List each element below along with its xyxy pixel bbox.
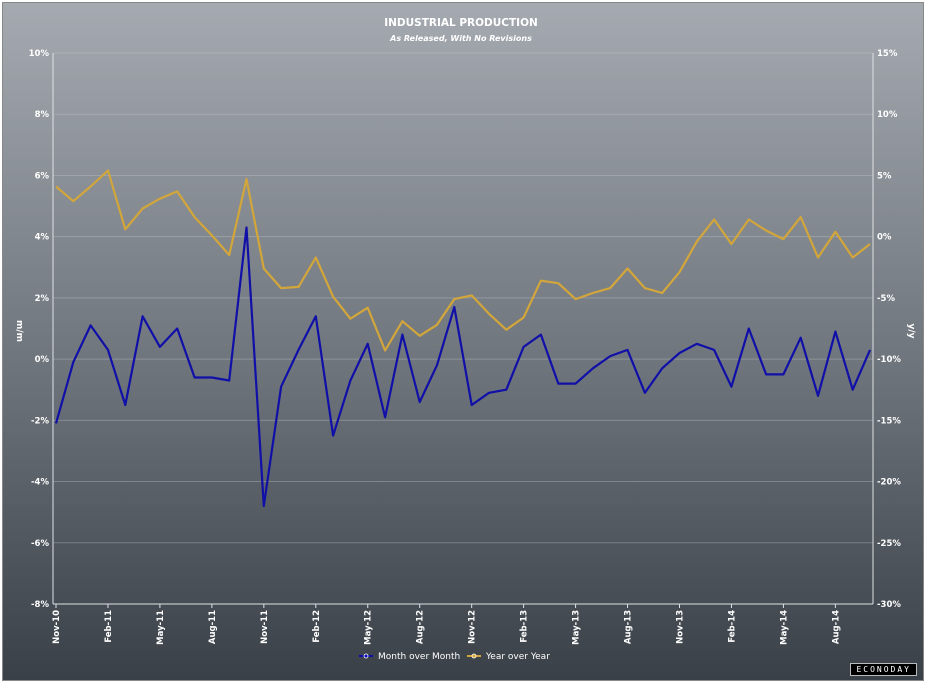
y-tick-right: 0%	[877, 233, 892, 243]
y-tick-right: -10%	[877, 355, 901, 365]
x-tick-label: May-12	[364, 610, 374, 645]
y-tick-right: -30%	[877, 600, 901, 610]
y-tick-right: -5%	[877, 294, 895, 304]
axes: 10% 15% 8% 10% 6% 5% 4% 0% 2% -5% 0% -10% -2% -15% -4%…	[29, 49, 902, 645]
x-tick-label: Nov-10	[52, 610, 62, 644]
x-tick-label: Feb-12	[312, 610, 322, 643]
series-lines	[54, 169, 872, 508]
legend-mom-marker	[363, 653, 369, 659]
y-tick-left: 0%	[35, 355, 50, 365]
y-tick-left: -2%	[31, 416, 49, 426]
x-tick-label: Aug-12	[416, 610, 426, 644]
y-tick-left: 4%	[35, 233, 50, 243]
chart-subtitle: As Released, With No Revisions	[389, 34, 532, 43]
industrial-production-chart: INDUSTRIAL PRODUCTION As Released, With …	[3, 3, 923, 680]
x-tick-label: Aug-13	[624, 610, 634, 644]
y-tick-left: 10%	[29, 49, 50, 59]
y-tick-right: 5%	[877, 171, 892, 181]
series-line-year-over-year	[55, 169, 871, 352]
right-axis-label: y/y	[906, 323, 916, 338]
legend-yoy-marker	[471, 653, 477, 659]
y-tick-right: -15%	[877, 416, 901, 426]
x-tick-label: Nov-11	[260, 610, 270, 644]
legend: Month over Month Year over Year	[359, 652, 550, 662]
y-tick-right: 10%	[877, 110, 898, 120]
x-tick-label: Feb-14	[727, 610, 737, 643]
y-tick-left: -8%	[31, 600, 49, 610]
y-tick-left: 8%	[35, 110, 50, 120]
x-tick-label: Nov-12	[468, 610, 478, 644]
y-tick-left: -4%	[31, 478, 49, 488]
legend-yoy-label: Year over Year	[485, 652, 550, 662]
chart-background	[3, 3, 923, 680]
legend-mom-label: Month over Month	[378, 652, 460, 662]
series-line-month-over-month	[54, 226, 872, 508]
y-tick-right: -20%	[877, 478, 901, 488]
x-tick-label: Aug-11	[208, 610, 218, 644]
legend-item-yoy: Year over Year	[467, 652, 550, 662]
econoday-logo: ECONODAY	[850, 663, 917, 676]
x-tick-label: Feb-13	[520, 610, 530, 643]
legend-item-mom: Month over Month	[359, 652, 460, 662]
x-tick-label: Nov-13	[675, 610, 685, 644]
x-tick-label: May-14	[779, 610, 789, 645]
x-tick-label: Feb-11	[104, 610, 114, 643]
x-tick-label: Aug-14	[831, 610, 841, 644]
y-tick-right: -25%	[877, 539, 901, 549]
y-tick-left: 6%	[35, 171, 50, 181]
left-axis-label: m/m	[14, 320, 24, 342]
chart-title: INDUSTRIAL PRODUCTION	[384, 17, 538, 29]
y-tick-left: 2%	[35, 294, 50, 304]
y-tick-right: 15%	[877, 49, 898, 59]
y-tick-left: -6%	[31, 539, 49, 549]
x-tick-label: May-13	[572, 610, 582, 645]
x-tick-label: May-11	[156, 610, 166, 645]
